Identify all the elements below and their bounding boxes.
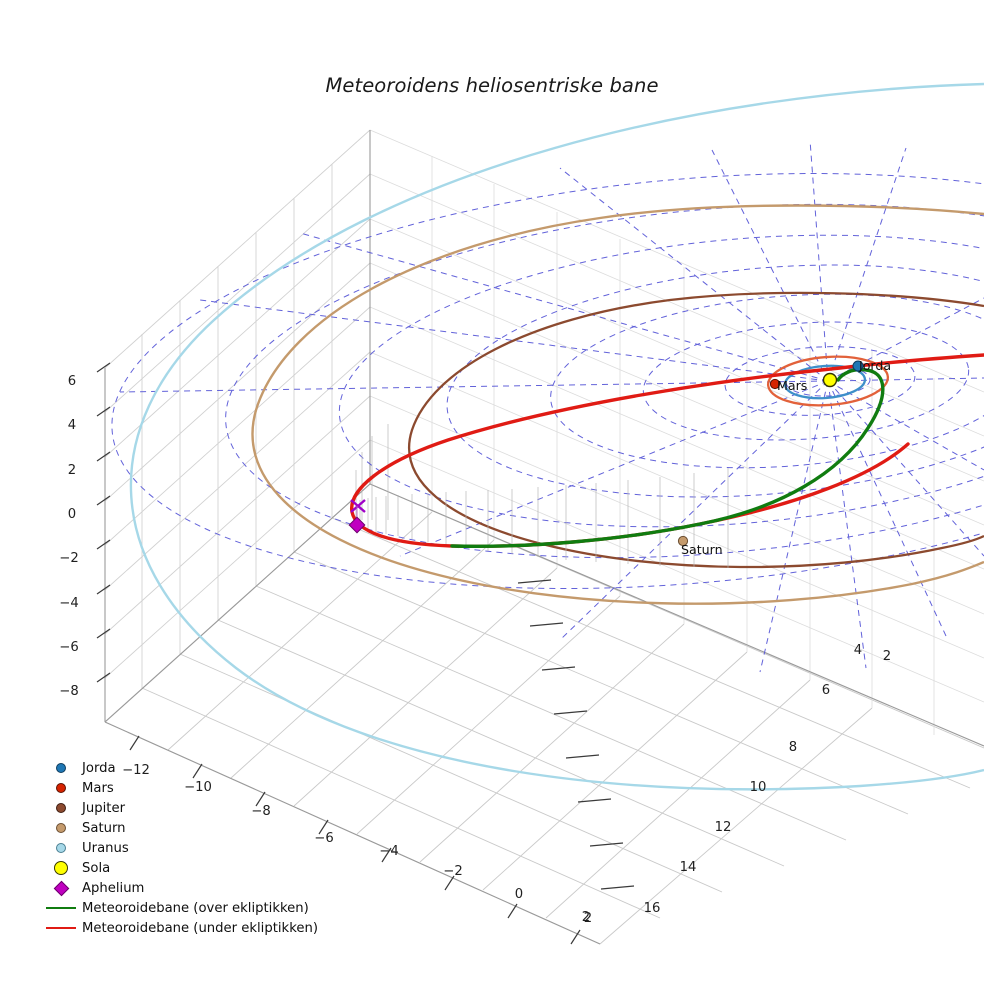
earth-orbit — [783, 364, 867, 400]
saturn-marker — [677, 535, 689, 547]
z-tick-0: 6 — [68, 374, 76, 389]
left-wall-grid — [104, 129, 371, 723]
aphelion-marker — [348, 499, 366, 534]
x-tick-4: −4 — [379, 844, 398, 859]
legend-item[interactable]: Jupiter — [40, 798, 318, 818]
legend-item[interactable]: Jorda — [40, 758, 318, 778]
uranus-orbit — [129, 82, 984, 791]
x-tick-0: −12 — [122, 763, 150, 778]
meteoroid-orbit-below — [350, 353, 984, 548]
legend-label: Saturn — [82, 820, 126, 836]
y-tick-2: 6 — [822, 683, 830, 698]
legend-key-marker — [40, 823, 82, 833]
y-tick-4: 10 — [750, 780, 767, 795]
x-tick-5: −2 — [443, 864, 462, 879]
legend-key-marker — [40, 763, 82, 773]
legend-item[interactable]: Saturn — [40, 818, 318, 838]
z-tick-2: 2 — [68, 463, 76, 478]
legend-key-marker — [40, 861, 82, 875]
legend-key-line — [40, 927, 82, 929]
z-axis: 6 4 2 0 −2 −4 −6 −8 — [59, 362, 111, 699]
legend-label: Meteoroidebane (under ekliptikken) — [82, 920, 318, 936]
x-tick-6: 0 — [515, 887, 523, 902]
legend-item[interactable]: Mars — [40, 778, 318, 798]
legend-line-sample — [46, 927, 76, 929]
y-tick-1: 4 — [854, 643, 862, 658]
jupiter-orbit — [408, 291, 984, 569]
y-tick-5: 12 — [715, 820, 732, 835]
label-mars: Mars — [777, 378, 807, 393]
legend-item[interactable]: Sola — [40, 858, 318, 878]
legend-label: Aphelium — [82, 880, 145, 896]
y-tick-6: 14 — [680, 860, 697, 875]
y-tick-7: 16 — [644, 901, 661, 916]
y-tick-0b: 2 — [883, 649, 891, 664]
legend-marker-dot — [54, 861, 68, 875]
legend-label: Jorda — [82, 760, 116, 776]
x-tick-2: −8 — [251, 804, 270, 819]
z-tick-3: 0 — [68, 507, 76, 522]
legend-marker-dot — [56, 803, 66, 813]
y-axis: 2 16 14 12 10 8 6 4 2 — [517, 579, 891, 926]
label-saturn: Saturn — [681, 542, 723, 557]
legend-key-marker — [40, 843, 82, 853]
label-jorda: Jorda — [858, 358, 891, 373]
legend-label: Sola — [82, 860, 111, 876]
legend-item[interactable]: Uranus — [40, 838, 318, 858]
axis-spines — [104, 130, 984, 945]
x-tick-1: −10 — [184, 780, 212, 795]
legend-marker-dot — [56, 783, 66, 793]
legend-label: Meteoroidebane (over ekliptikken) — [82, 900, 309, 916]
y-tick-3: 8 — [789, 740, 797, 755]
legend-label: Jupiter — [82, 800, 125, 816]
legend-item[interactable]: Meteoroidebane (over ekliptikken) — [40, 898, 318, 918]
meteoroid-orbit-above — [450, 367, 885, 548]
z-tick-7: −8 — [59, 684, 78, 699]
legend-item[interactable]: Meteoroidebane (under ekliptikken) — [40, 918, 318, 938]
y-tick-0: 2 — [584, 911, 592, 926]
legend-marker-dot — [56, 763, 66, 773]
x-axis: −12 −10 −8 −6 −4 −2 0 2 — [122, 735, 590, 945]
mars-marker — [769, 378, 781, 390]
z-tick-1: 4 — [68, 418, 76, 433]
sun-marker — [822, 372, 838, 388]
saturn-orbit — [251, 204, 984, 605]
legend-label: Mars — [82, 780, 114, 796]
ecliptic-polar-grid — [111, 139, 984, 673]
z-tick-4: −2 — [59, 551, 78, 566]
z-tick-6: −6 — [59, 640, 78, 655]
legend-key-marker — [40, 803, 82, 813]
page-title: Meteoroidens heliosentriske bane — [325, 74, 659, 97]
body-markers — [677, 360, 864, 547]
legend-marker-diamond — [53, 880, 69, 896]
legend-marker-dot — [56, 823, 66, 833]
floor-grid — [104, 483, 984, 945]
legend-label: Uranus — [82, 840, 129, 856]
drop-lines — [355, 424, 729, 568]
x-tick-3: −6 — [314, 831, 333, 846]
mars-orbit — [766, 355, 890, 407]
legend-key-line — [40, 907, 82, 909]
z-tick-5: −4 — [59, 596, 78, 611]
legend: Jorda Mars Jupiter Saturn Uranus Sola Aphelium… — [40, 758, 318, 938]
legend-key-marker — [40, 880, 82, 896]
legend-marker-dot — [56, 843, 66, 853]
x-tick-7: 2 — [582, 910, 590, 925]
earth-marker — [852, 360, 864, 372]
legend-line-sample — [46, 907, 76, 909]
legend-key-marker — [40, 783, 82, 793]
legend-item[interactable]: Aphelium — [40, 878, 318, 898]
